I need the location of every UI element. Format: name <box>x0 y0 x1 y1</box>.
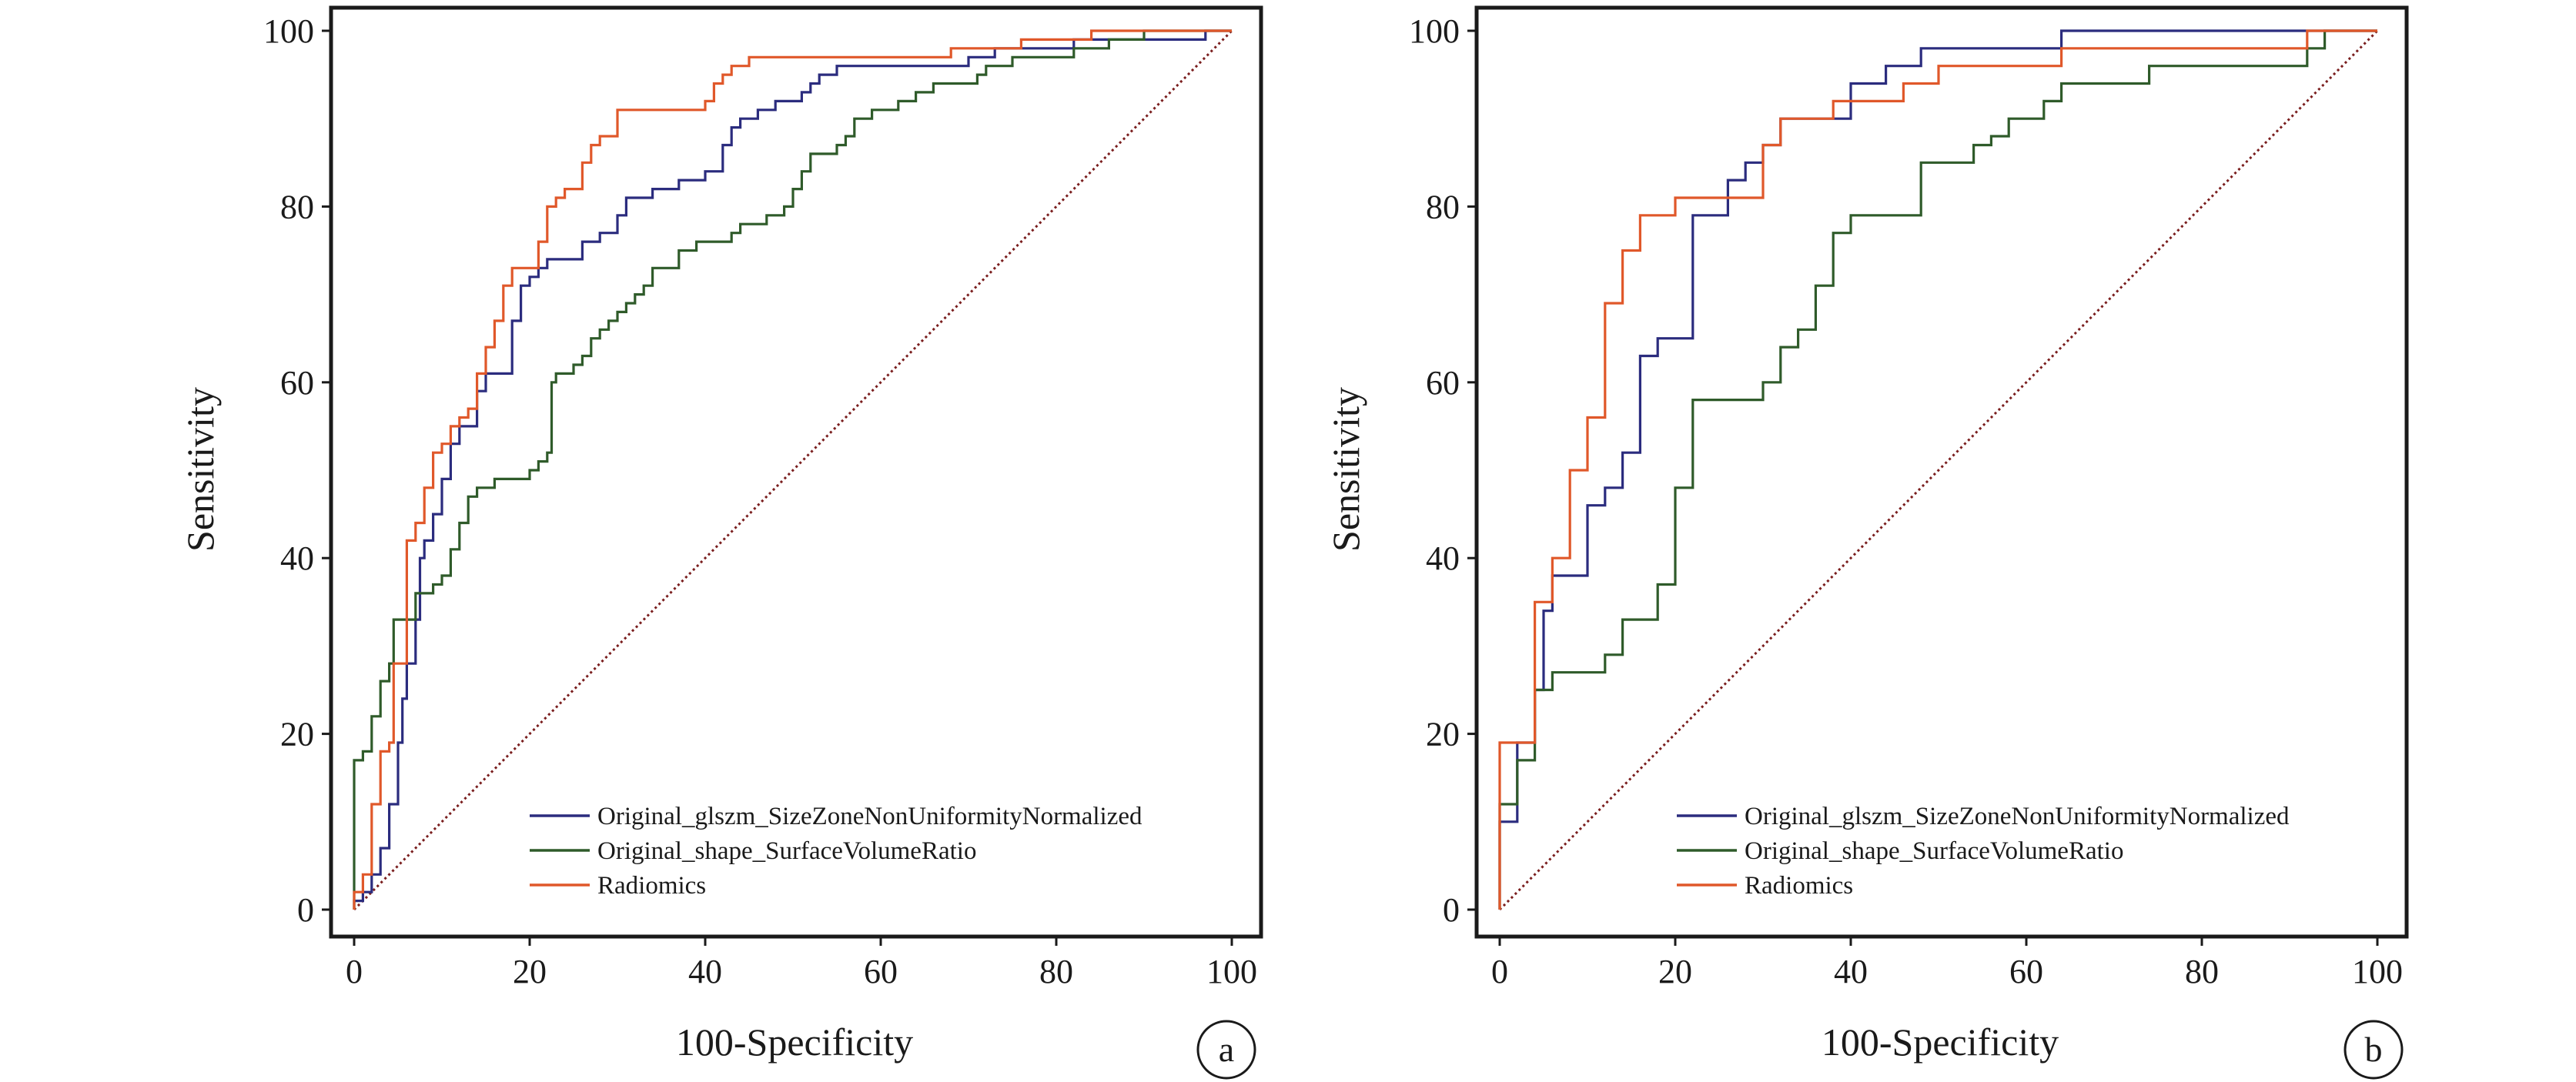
tick-labels: 0 20 40 60 80 100 0 20 40 60 80 100 <box>263 12 1257 990</box>
legend-label: Original_shape_SurfaceVolumeRatio <box>597 837 976 865</box>
reference-diagonal <box>1498 29 2379 911</box>
roc-curve-radiomics <box>353 29 1232 910</box>
legend: Original_glszm_SizeZoneNonUniformityNorm… <box>1677 803 2290 900</box>
y-tick-label: 80 <box>280 188 314 225</box>
x-tick-label: 20 <box>513 953 547 990</box>
y-tick-label: 40 <box>280 539 314 577</box>
x-tick-label: 40 <box>1834 953 1868 990</box>
roc-curves <box>1498 29 2377 910</box>
panel-label-badge <box>1196 1020 1256 1080</box>
roc-curve-original-shape-surfacevolumeratio <box>353 29 1232 910</box>
y-tick-label: 100 <box>263 12 314 50</box>
legend-label: Original_shape_SurfaceVolumeRatio <box>1745 837 2123 865</box>
panel-label: b <box>2365 1030 2383 1069</box>
y-axis-title: Sensitivity <box>179 387 222 552</box>
x-tick-label: 80 <box>2185 953 2219 990</box>
x-tick-label: 0 <box>346 953 363 990</box>
y-tick-label: 60 <box>1426 364 1460 402</box>
y-tick-label: 40 <box>1426 539 1460 577</box>
y-tick-label: 80 <box>1426 188 1460 225</box>
roc-curve-original-shape-surfacevolumeratio <box>1498 29 2377 910</box>
x-tick-label: 60 <box>864 953 898 990</box>
legend-label: Original_glszm_SizeZoneNonUniformityNorm… <box>1745 803 2290 830</box>
legend-label: Original_glszm_SizeZoneNonUniformityNorm… <box>597 803 1142 830</box>
tick-labels: 0 20 40 60 80 100 0 20 40 60 80 100 <box>1409 12 2403 990</box>
panel-label: a <box>1219 1030 1234 1069</box>
axis-ticks <box>1467 29 2379 946</box>
x-axis-title: 100-Specificity <box>676 1020 913 1064</box>
y-tick-label: 20 <box>1426 716 1460 753</box>
y-tick-label: 0 <box>1443 891 1460 929</box>
axis-ticks <box>322 29 1233 946</box>
x-tick-label: 80 <box>1039 953 1073 990</box>
reference-diagonal <box>353 29 1233 911</box>
y-tick-label: 60 <box>280 364 314 402</box>
y-tick-label: 20 <box>280 716 314 753</box>
y-tick-label: 0 <box>297 891 314 929</box>
x-tick-label: 20 <box>1658 953 1692 990</box>
x-tick-label: 100 <box>2352 953 2403 990</box>
x-tick-label: 0 <box>1491 953 1508 990</box>
roc-panel-b: 0 20 40 60 80 100 0 20 40 60 80 100 100-Specificity… <box>1324 5 2409 1080</box>
y-tick-label: 100 <box>1409 12 1460 50</box>
roc-curve-radiomics <box>1498 29 2377 910</box>
x-tick-label: 60 <box>2009 953 2043 990</box>
plot-frame <box>329 5 1263 939</box>
roc-curve-original-glszm-sizezonenonuniformitynormalized <box>353 29 1232 910</box>
x-tick-label: 40 <box>688 953 722 990</box>
legend-label: Radiomics <box>1745 872 1853 900</box>
plot-frame <box>1474 5 2409 939</box>
legend: Original_glszm_SizeZoneNonUniformityNorm… <box>530 803 1142 900</box>
y-axis-title: Sensitivity <box>1324 387 1367 552</box>
roc-curve-original-glszm-sizezonenonuniformitynormalized <box>1498 29 2377 910</box>
panel-label-badge <box>2343 1020 2404 1080</box>
roc-curves <box>353 29 1232 910</box>
legend-label: Radiomics <box>597 872 706 900</box>
roc-panel-a: 0 20 40 60 80 100 0 20 40 60 80 100 100-Specificity… <box>179 5 1263 1080</box>
x-tick-label: 100 <box>1206 953 1257 990</box>
x-axis-title: 100-Specificity <box>1822 1020 2059 1064</box>
